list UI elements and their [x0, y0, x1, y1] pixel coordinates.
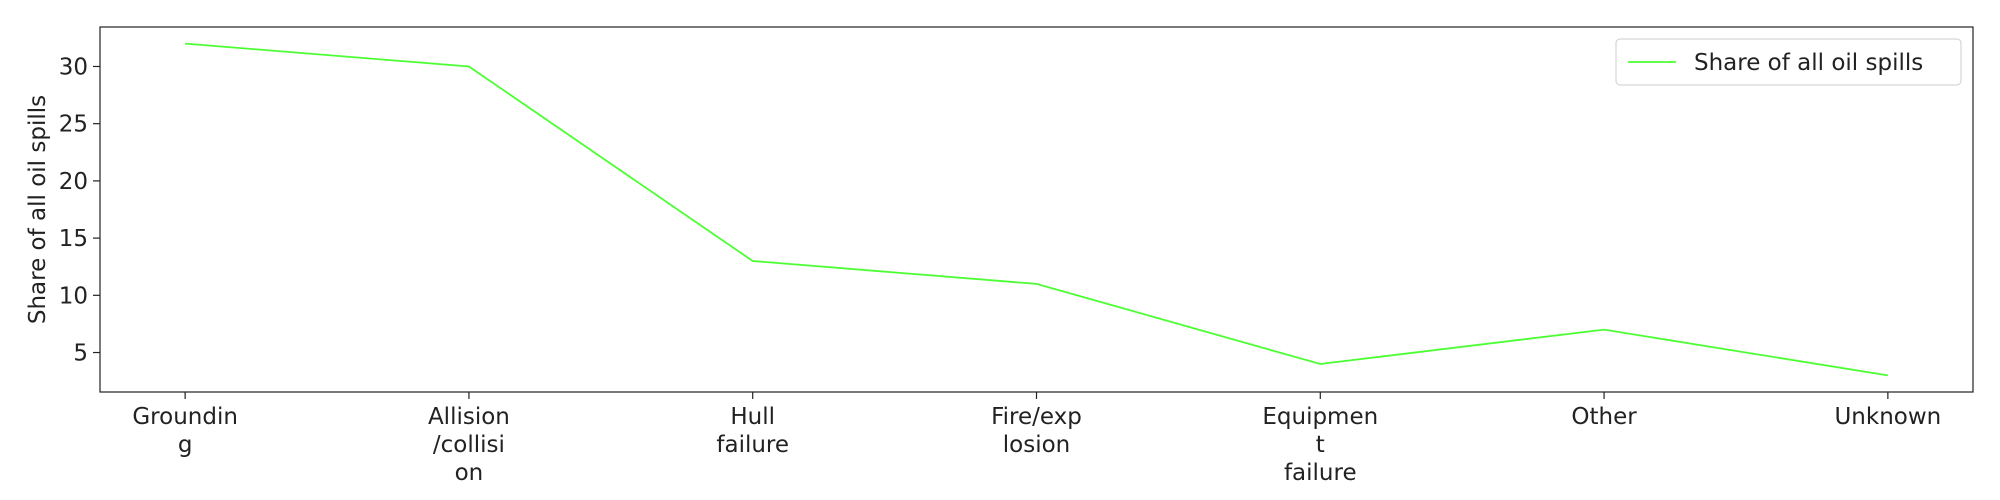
y-axis-label: Share of all oil spills: [25, 95, 51, 324]
x-tick-label: Fire/exp losion: [991, 404, 1082, 458]
y-tick-label: 25: [59, 112, 88, 138]
y-tick-label: 30: [59, 54, 88, 80]
legend-label: Share of all oil spills: [1694, 50, 1923, 76]
plot-frame: [99, 26, 1974, 393]
x-tick-label: Allision/collisi on: [428, 404, 510, 486]
legend-box: [1615, 38, 1962, 86]
x-tick-label: Groundin g: [132, 404, 238, 458]
y-tick-label: 15: [59, 226, 88, 252]
y-tick-label: 20: [59, 169, 88, 195]
y-tick-label: 5: [73, 341, 88, 367]
x-tick-label: Hull failure: [716, 404, 789, 458]
x-tick-label: Unknown: [1834, 404, 1941, 430]
x-tick-label: Other: [1571, 404, 1637, 430]
y-tick-label: 10: [59, 283, 88, 309]
x-tick-label: Equipmen t failure: [1262, 404, 1378, 486]
line-series: [185, 42, 1889, 377]
